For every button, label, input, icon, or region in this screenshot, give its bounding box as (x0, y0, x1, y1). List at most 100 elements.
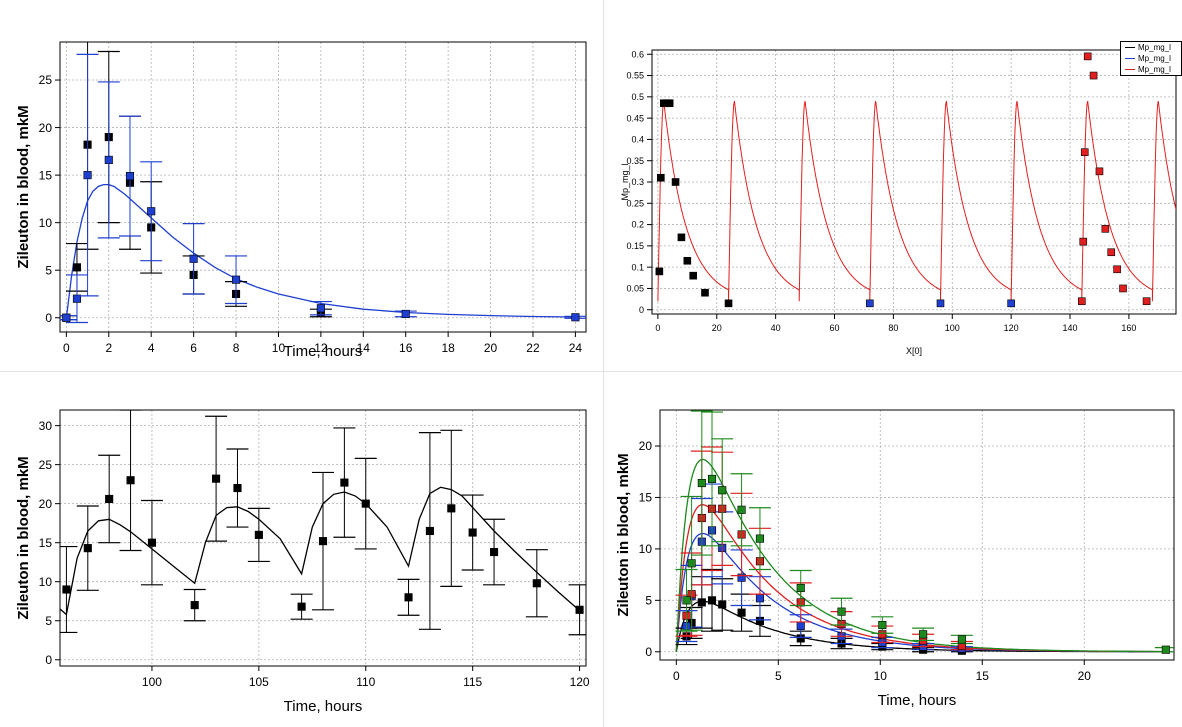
data-point (447, 504, 456, 513)
y-tick-label: 5 (645, 594, 652, 608)
x-tick-label: 24 (569, 341, 583, 355)
plot-area (60, 410, 586, 636)
y-tick-label: 0.35 (626, 156, 644, 166)
legend-label: Mp_mg_l (1138, 65, 1171, 74)
data-point (401, 309, 410, 318)
data-point (682, 596, 691, 605)
data-point (919, 630, 928, 639)
data-point (837, 607, 846, 616)
legend-swatch-red (1125, 69, 1135, 70)
data-point (1095, 167, 1104, 176)
y-tick-label: 20 (39, 121, 53, 135)
chart-zileuton-dose-groups: 0 5 10 15 20 0 5 10 15 20 Time, hours Zileuton in b… (615, 409, 1175, 709)
y-tick-label: 0.4 (631, 135, 644, 145)
plot-area (675, 410, 1174, 655)
data-point (1101, 225, 1110, 233)
y-tick-label: 10 (639, 542, 653, 556)
x-tick-label: 16 (399, 341, 413, 355)
x-axis-label: Time, hours (284, 343, 363, 360)
data-point (468, 528, 477, 537)
data-point (104, 155, 113, 164)
y-tick-label: 15 (39, 536, 53, 550)
legend-swatch-blue (1125, 58, 1135, 59)
x-tick-label: 0 (673, 669, 680, 683)
data-point (657, 173, 665, 182)
y-tick-label: 30 (39, 419, 53, 433)
data-point (490, 547, 499, 557)
chart-panel-top-right: 0 20 40 60 80 100 120 140 160 0 0.05 0.1 0.15 0.2 0.25… (608, 32, 1182, 367)
chart-panel-bottom-right: 0 5 10 15 20 0 5 10 15 20 Time, hours Zileuton in b… (608, 398, 1180, 723)
data-point (1079, 237, 1088, 246)
y-tick-label: 0.45 (626, 113, 644, 123)
data-point (72, 294, 82, 303)
chart-legend: Mp_mg_l Mp_mg_l Mp_mg_l (1120, 41, 1182, 76)
data-point (957, 635, 966, 644)
x-tick-label: 115 (463, 675, 482, 689)
data-point (687, 559, 696, 568)
data-point (1083, 52, 1092, 61)
data-point (425, 526, 434, 536)
panel-divider-vertical (603, 0, 604, 727)
data-point (233, 483, 242, 493)
data-point (316, 304, 325, 313)
plot-frame (659, 409, 1175, 661)
x-tick-label: 18 (441, 341, 455, 355)
x-tick-label: 20 (712, 323, 722, 333)
y-tick-label: 0.25 (626, 198, 644, 208)
y-tick-label: 0.2 (631, 220, 644, 230)
x-tick-label: 120 (570, 675, 590, 689)
data-point (212, 474, 221, 483)
legend-entry: Mp_mg_l (1121, 64, 1181, 75)
y-axis-label: Zileuton in blood, mkM (615, 453, 632, 616)
data-point (1142, 297, 1151, 306)
legend-label: Mp_mg_l (1138, 54, 1171, 63)
x-tick-label: 40 (771, 323, 781, 333)
model-curve (60, 486, 581, 616)
data-point (62, 585, 71, 594)
y-tick-label: 25 (39, 73, 53, 87)
plot-frame (59, 409, 587, 667)
y-tick-label: 0 (45, 311, 52, 325)
x-tick-label: 5 (775, 669, 782, 683)
x-tick-label: 110 (356, 675, 375, 689)
legend-entry: Mp_mg_l (1121, 42, 1181, 53)
data-point (1113, 265, 1121, 274)
model-curve (675, 504, 1166, 653)
y-tick-label: 0.15 (626, 241, 644, 251)
y-tick-label: 5 (45, 263, 52, 277)
data-point (677, 233, 686, 242)
chart-panel-bottom-left: 100 105 110 115 120 0 5 10 15 20 25 30 Time, hours Zi… (8, 398, 598, 723)
data-point (1089, 71, 1098, 80)
y-axis-label: Zileuton in blood, mkM (15, 105, 32, 268)
data-point (318, 537, 328, 546)
data-point (689, 271, 698, 280)
data-point (1007, 299, 1015, 308)
x-tick-label: 0 (655, 323, 660, 333)
data-point (147, 207, 156, 216)
data-point (340, 478, 349, 487)
legend-label: Mp_mg_l (1138, 43, 1171, 52)
plot-area (60, 42, 586, 324)
data-point (796, 621, 805, 631)
data-point (701, 288, 709, 297)
x-tick-label: 2 (105, 341, 112, 355)
y-tick-label: 0.55 (626, 71, 644, 81)
chart-panel-top-left: 0 2 4 6 8 10 12 14 16 18 20 22 24 0 5 10 15 20 25 Time, hou… (8, 30, 598, 365)
data-point (718, 600, 727, 609)
x-tick-label: 10 (272, 341, 286, 355)
data-point (671, 178, 680, 186)
data-point (189, 254, 198, 263)
x-axis-label: X[0] (906, 346, 922, 356)
legend-swatch-black (1125, 47, 1135, 48)
x-tick-label: 12 (314, 341, 328, 355)
y-tick-label: 5 (45, 614, 52, 628)
data-point (655, 267, 664, 276)
data-point (737, 505, 746, 514)
chart-mp-multidose: 0 20 40 60 80 100 120 140 160 0 0.05 0.1 0.15 0.2 0.25… (620, 49, 1177, 356)
y-tick-label: 0.3 (631, 177, 644, 187)
x-tick-label: 100 (945, 323, 960, 333)
plot-area (655, 52, 1176, 308)
data-point (1107, 248, 1116, 257)
data-point (125, 172, 135, 181)
data-point (297, 602, 306, 611)
